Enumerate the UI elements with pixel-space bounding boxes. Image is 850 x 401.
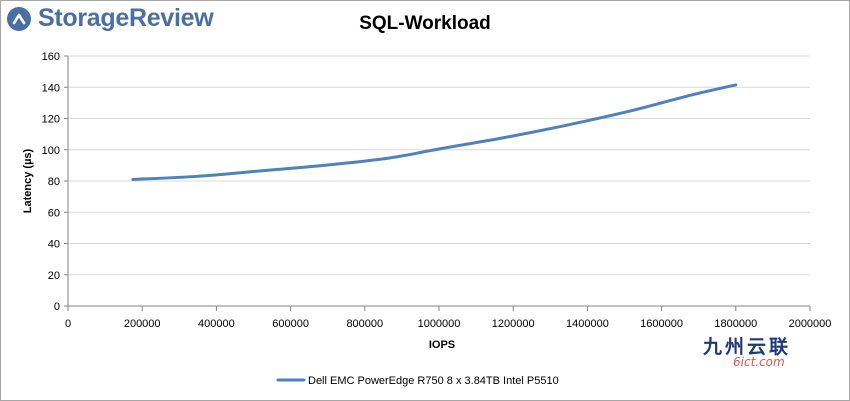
data-point [735,84,737,86]
storagereview-logo: StorageReview [6,4,214,33]
data-point [132,178,134,180]
brand-name: StorageReview [38,4,214,32]
y-tick-label: 40 [48,239,60,251]
y-tick-label: 100 [42,145,60,157]
data-point [501,137,503,139]
x-tick-label: 1000000 [418,318,461,330]
y-tick-label: 80 [48,176,60,188]
x-tick-label: 200000 [124,318,161,330]
series-line [131,83,738,181]
x-tick-label: 1600000 [640,318,683,330]
data-point [197,175,199,177]
chart-title: SQL-Workload [359,13,491,34]
y-tick-label: 160 [42,51,60,63]
data-point [438,148,440,150]
y-tick-label: 140 [42,82,60,94]
x-tick-label: 1800000 [714,318,757,330]
data-point [627,110,629,112]
x-tick-label: 0 [65,318,71,330]
y-tick-label: 0 [54,301,60,313]
x-tick-label: 400000 [198,318,235,330]
watermark-en: 6ict.com [733,355,785,369]
data-point [564,124,566,126]
storagereview-logo-icon [7,6,31,31]
y-tick-label: 20 [48,270,60,282]
x-axis-title: IOPS [429,339,455,351]
x-tick-label: 1400000 [566,318,609,330]
data-point [690,94,692,96]
x-tick-label: 2000000 [789,318,832,330]
x-tick-label: 1200000 [492,318,535,330]
data-point [323,164,325,166]
x-tick-label: 600000 [272,318,309,330]
y-tick-label: 60 [48,207,60,219]
watermark-cn: 九州云联 [703,336,792,358]
data-point [386,157,388,159]
data-point [260,170,262,172]
legend-label: Dell EMC PowerEdge R750 8 x 3.84TB Intel… [308,375,559,387]
x-tick-label: 800000 [346,318,383,330]
y-tick-label: 120 [42,114,60,126]
y-axis-title: Latency (µs) [22,148,34,213]
watermark: 九州云联 6ict.com [703,332,791,369]
